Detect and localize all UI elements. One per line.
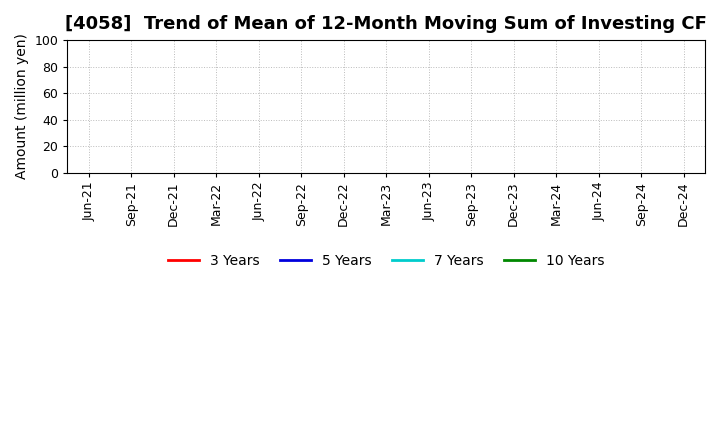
Y-axis label: Amount (million yen): Amount (million yen) bbox=[15, 33, 29, 180]
Legend: 3 Years, 5 Years, 7 Years, 10 Years: 3 Years, 5 Years, 7 Years, 10 Years bbox=[163, 249, 610, 274]
Title: [4058]  Trend of Mean of 12-Month Moving Sum of Investing CF: [4058] Trend of Mean of 12-Month Moving … bbox=[66, 15, 707, 33]
